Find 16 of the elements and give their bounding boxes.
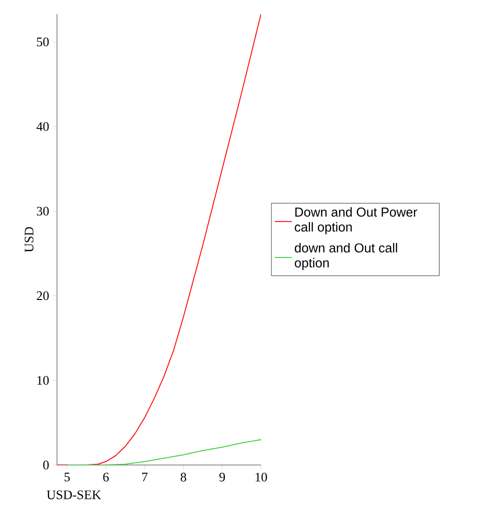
y-tick-label: 10 [37, 376, 49, 385]
y-tick-label: 20 [36, 291, 49, 300]
legend-label: Down and Out Power call option [294, 207, 418, 234]
x-tick-label: 9 [219, 472, 225, 482]
y-axis-title: USD [24, 227, 34, 252]
legend-label: down and Out call option [294, 242, 398, 270]
x-tick-label: 5 [64, 472, 70, 482]
x-tick-label: 7 [142, 472, 148, 482]
x-axis-title: USD-SEK [46, 490, 102, 500]
x-tick-label: 10 [256, 472, 267, 482]
y-tick-label: 30 [36, 206, 49, 216]
y-tick-label: 50 [37, 38, 49, 46]
x-tick-label: 8 [180, 472, 186, 482]
y-tick-label: 0 [43, 460, 49, 470]
y-tick-label: 40 [36, 122, 49, 131]
x-tick-label: 6 [103, 472, 109, 482]
